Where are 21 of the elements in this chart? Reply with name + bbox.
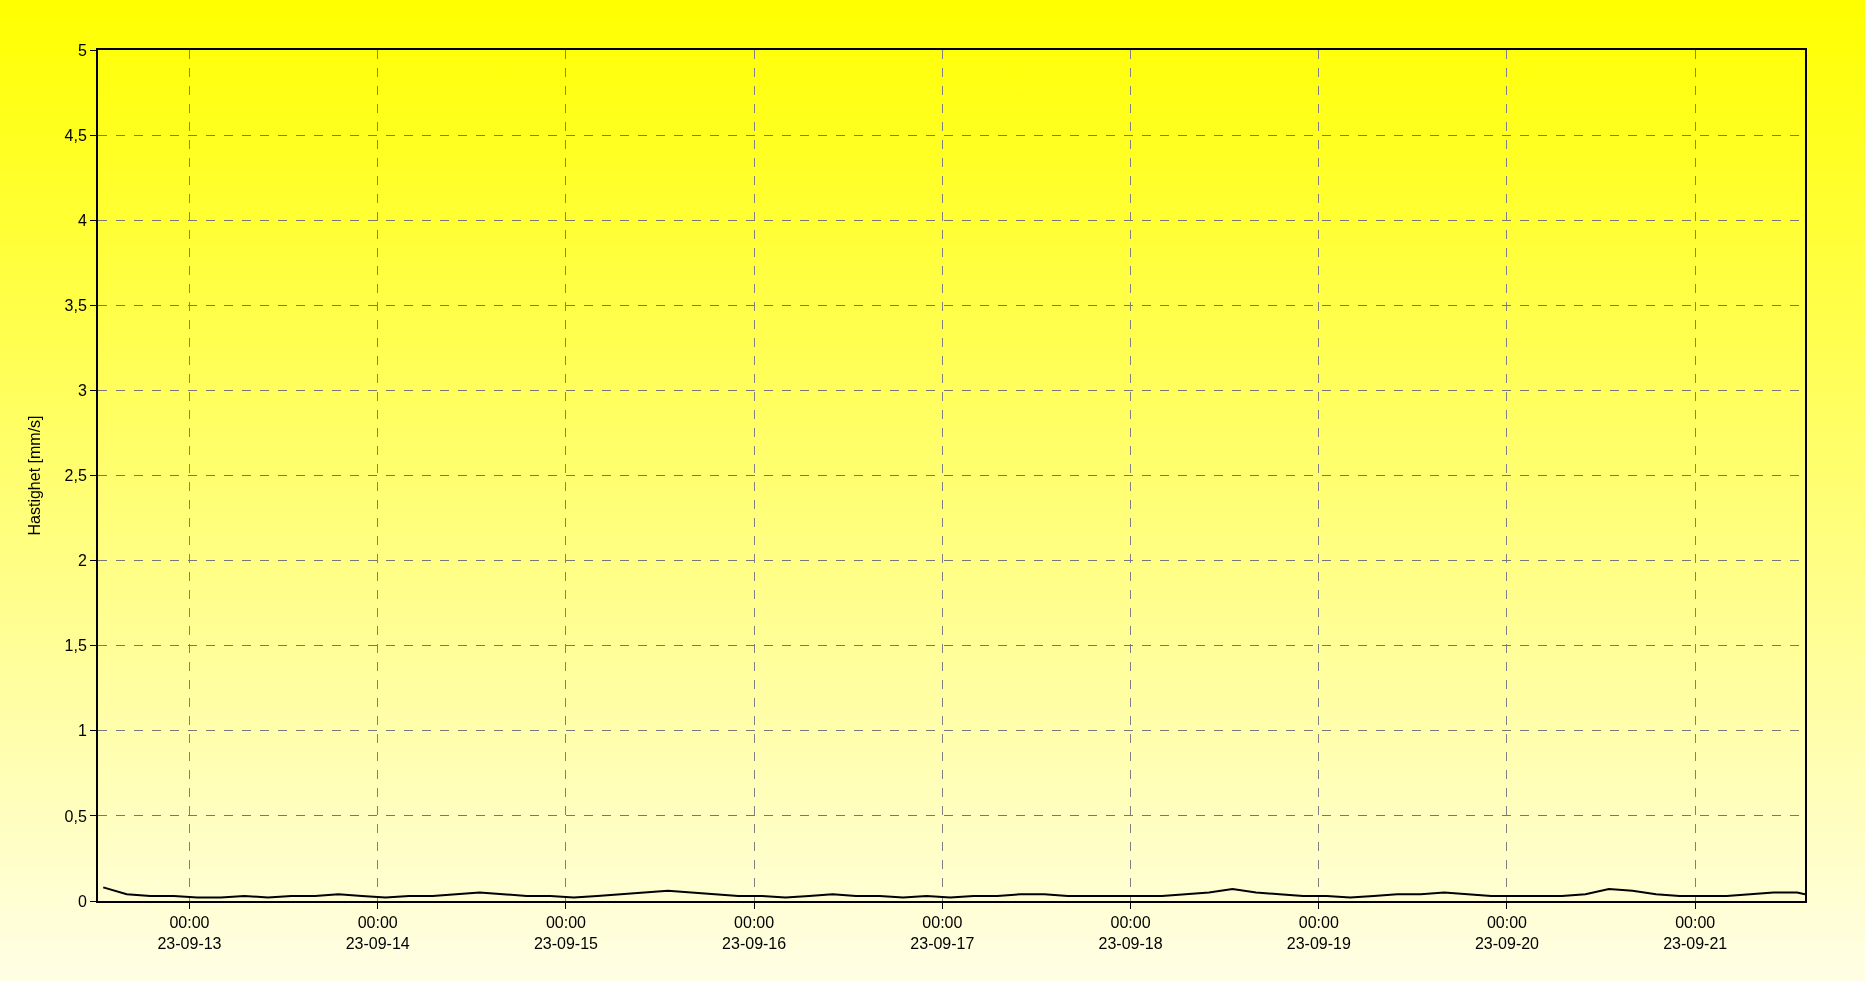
y-tick-label: 2: [77, 552, 87, 570]
x-tick-label: 00:00 23-09-21: [1663, 914, 1728, 952]
x-tick-label: 00:00 23-09-20: [1474, 914, 1540, 952]
y-tick-label: 0: [77, 892, 87, 910]
x-tick-label: 00:00 23-09-19: [1286, 914, 1351, 952]
y-tick-label: 4,5: [64, 126, 87, 144]
y-tick-label: 0,5: [64, 807, 87, 825]
x-tick-label: 00:00 23-09-16: [722, 914, 787, 952]
y-tick-label: 4: [77, 211, 87, 229]
y-axis-title: Hastighet [mm/s]: [25, 415, 43, 536]
x-tick-label: 00:00 23-09-15: [533, 914, 599, 952]
y-tick-label: 1: [77, 722, 87, 740]
y-tick-label: 2,5: [64, 467, 87, 485]
y-tick-label: 3: [77, 382, 87, 399]
x-tick-label: 00:00 23-09-17: [910, 914, 975, 952]
x-tick-label: 00:00 23-09-14: [345, 914, 410, 952]
y-tick-label: 1,5: [64, 637, 87, 655]
x-tick-label: 00:00 23-09-13: [157, 914, 222, 952]
y-tick-label: 3,5: [64, 296, 87, 314]
y-tick-label: 5: [77, 41, 87, 59]
x-tick-label: 00:00 23-09-18: [1098, 914, 1163, 952]
